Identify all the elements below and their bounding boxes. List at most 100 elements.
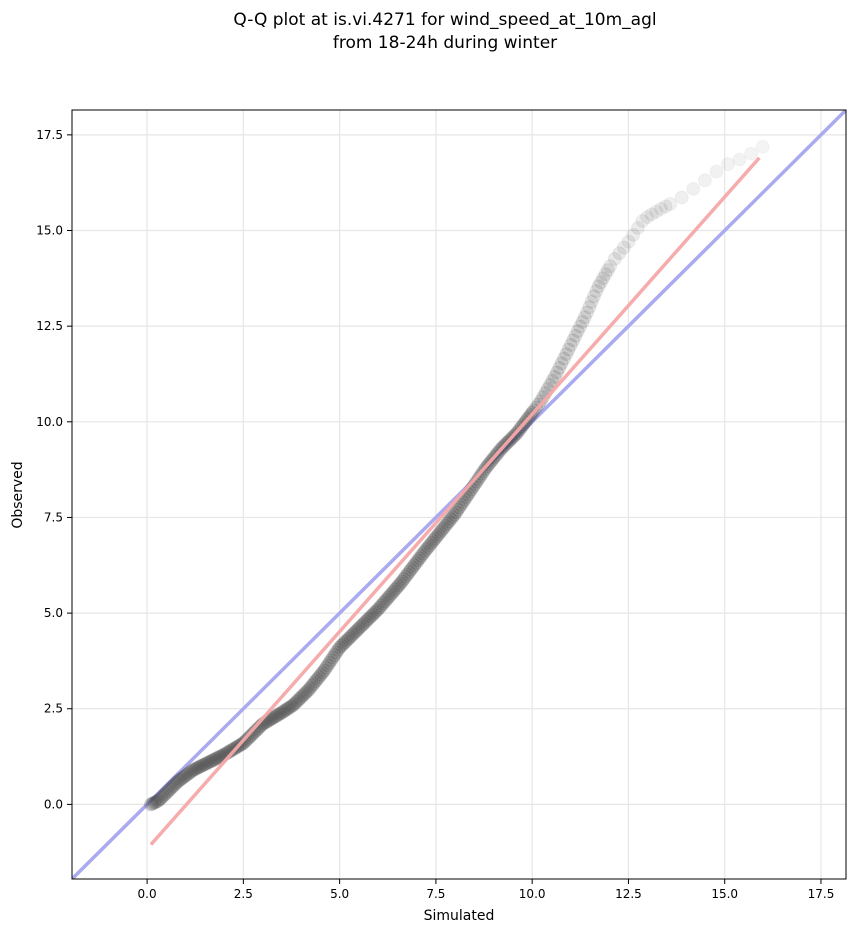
quantile-point	[209, 751, 224, 766]
quantile-point	[591, 279, 606, 294]
quantile-point	[582, 300, 597, 315]
quantile-point	[448, 505, 463, 520]
quantile-point	[674, 190, 689, 205]
quantile-point	[320, 658, 335, 673]
quantile-point	[325, 650, 340, 665]
y-tick-label: 12.5	[36, 319, 63, 333]
quantile-point	[443, 512, 458, 527]
quantile-point	[171, 773, 186, 788]
quantile-point	[433, 525, 448, 540]
quantile-point	[709, 164, 724, 179]
chart-title-line-2: from 18-24h during winter	[333, 33, 557, 53]
quantile-point	[421, 540, 436, 555]
y-tick-label: 17.5	[36, 128, 63, 142]
quantile-point	[211, 750, 226, 765]
quantile-point	[291, 693, 306, 708]
x-tick-label: 0.0	[138, 887, 157, 901]
quantile-point	[272, 707, 287, 722]
quantile-point	[360, 612, 375, 627]
quantile-point	[454, 497, 469, 512]
quantile-points	[143, 140, 770, 812]
quantile-point	[589, 284, 604, 299]
quantile-point	[644, 207, 659, 222]
quantile-point	[351, 621, 366, 636]
quantile-point	[324, 653, 339, 668]
quantile-point	[386, 584, 401, 599]
quantile-point	[473, 469, 488, 484]
quantile-point	[266, 710, 281, 725]
quantile-point	[286, 698, 301, 713]
quantile-point	[299, 684, 314, 699]
quantile-point	[239, 733, 254, 748]
quantile-point	[617, 240, 632, 255]
quantile-point	[289, 694, 304, 709]
quantile-point	[441, 514, 456, 529]
quantile-point	[640, 210, 655, 225]
quantile-point	[284, 699, 299, 714]
quantile-point	[149, 794, 164, 809]
quantile-point	[412, 551, 427, 566]
quantile-point	[402, 565, 417, 580]
quantile-point	[370, 602, 385, 617]
quantile-point	[358, 614, 373, 629]
quantile-point	[561, 342, 576, 357]
quantile-point	[331, 642, 346, 657]
y-axis-label: Observed	[10, 461, 26, 528]
quantile-point	[187, 762, 202, 777]
x-tick-label: 10.0	[519, 887, 546, 901]
quantile-point	[436, 520, 451, 535]
quantile-point	[346, 626, 361, 641]
quantile-point	[287, 696, 302, 711]
chart-title-line-1: Q-Q plot at is.vi.4271 for wind_speed_at…	[233, 10, 656, 30]
x-tick-label: 7.5	[426, 887, 445, 901]
quantile-point	[164, 780, 179, 795]
x-tick-label: 5.0	[330, 887, 349, 901]
quantile-point	[438, 518, 453, 533]
x-tick-label: 17.5	[808, 887, 835, 901]
quantile-point	[166, 778, 181, 793]
quantile-point	[318, 660, 333, 675]
quantile-point	[341, 631, 356, 646]
quantile-point	[279, 702, 294, 717]
quantile-point	[270, 708, 285, 723]
quantile-point	[315, 665, 330, 680]
quantile-point	[194, 759, 209, 774]
quantile-point	[391, 578, 406, 593]
quantile-point	[317, 663, 332, 678]
quantile-point	[240, 731, 255, 746]
quantile-point	[450, 502, 465, 517]
quantile-point	[377, 594, 392, 609]
quantile-point	[383, 588, 398, 603]
quantile-point	[372, 600, 387, 615]
quantile-point	[169, 775, 184, 790]
quantile-point	[312, 669, 327, 684]
y-tick-label: 10.0	[36, 415, 63, 429]
quantile-point	[147, 795, 162, 810]
quantile-point	[388, 582, 403, 597]
quantile-point	[435, 522, 450, 537]
quantile-point	[329, 645, 344, 660]
quantile-point	[182, 766, 197, 781]
quantile-point	[556, 351, 571, 366]
quantile-point	[563, 337, 578, 352]
quantile-point	[145, 796, 160, 811]
quantile-point	[410, 553, 425, 568]
quantile-point	[143, 797, 158, 812]
quantile-point	[350, 623, 365, 638]
quantile-point	[405, 560, 420, 575]
quantile-point	[163, 782, 178, 797]
quantile-point	[407, 558, 422, 573]
quantile-point	[756, 140, 770, 154]
quantile-point	[353, 619, 368, 634]
quantile-point	[202, 754, 217, 769]
quantile-point	[414, 548, 429, 563]
y-tick-label: 7.5	[44, 510, 63, 524]
quantile-point	[552, 360, 567, 375]
quantile-point	[697, 173, 712, 188]
y-tick-label: 5.0	[44, 606, 63, 620]
quantile-point	[744, 147, 758, 161]
quantile-point	[176, 769, 191, 784]
quantile-point	[547, 369, 562, 384]
quantile-point	[598, 267, 613, 282]
